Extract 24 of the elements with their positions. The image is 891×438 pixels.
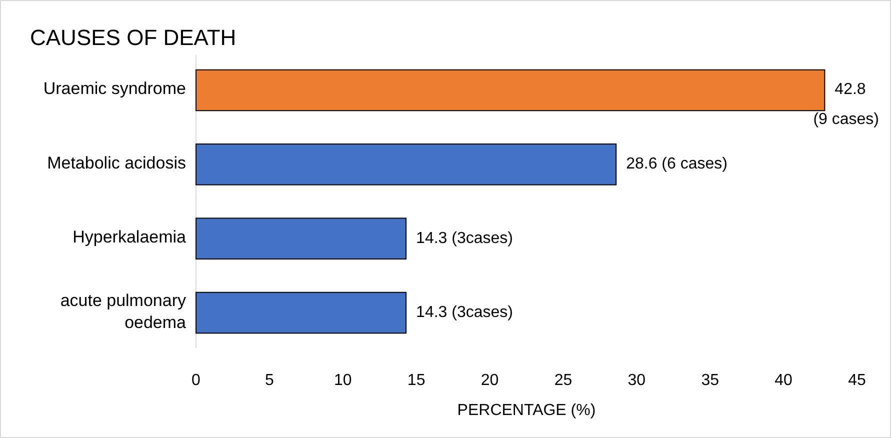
x-tick-label: 10 [334,372,352,389]
bar [196,144,617,186]
data-label: 14.3 (3cases) [416,304,513,321]
y-tick-label: Uraemic syndrome [43,80,186,99]
x-tick-label: 15 [407,372,426,389]
bar [196,218,407,260]
x-axis-title: PERCENTAGE (%) [457,402,596,419]
x-tick-label: 5 [264,372,274,389]
x-tick-label: 45 [848,372,866,389]
y-tick-label: acute pulmonary oedema [60,291,187,332]
data-label: 28.6 (6 cases) [626,156,728,173]
x-tick-label: 20 [480,372,499,389]
x-tick-label: 30 [628,372,646,389]
chart-title: CAUSES OF DEATH [30,25,236,50]
data-label: 42.8 (9 cases) [813,81,879,128]
bar [196,69,826,112]
bar [196,292,407,334]
x-tick-label: 40 [774,372,793,389]
x-tick-label: 0 [192,372,201,389]
x-tick-label: 25 [554,372,572,389]
x-tick-label: 35 [701,372,720,389]
y-tick-label: Hyperkalaemia [72,228,187,248]
data-label: 14.3 (3cases) [416,230,513,247]
y-tick-label: Metabolic acidosis [47,154,186,173]
